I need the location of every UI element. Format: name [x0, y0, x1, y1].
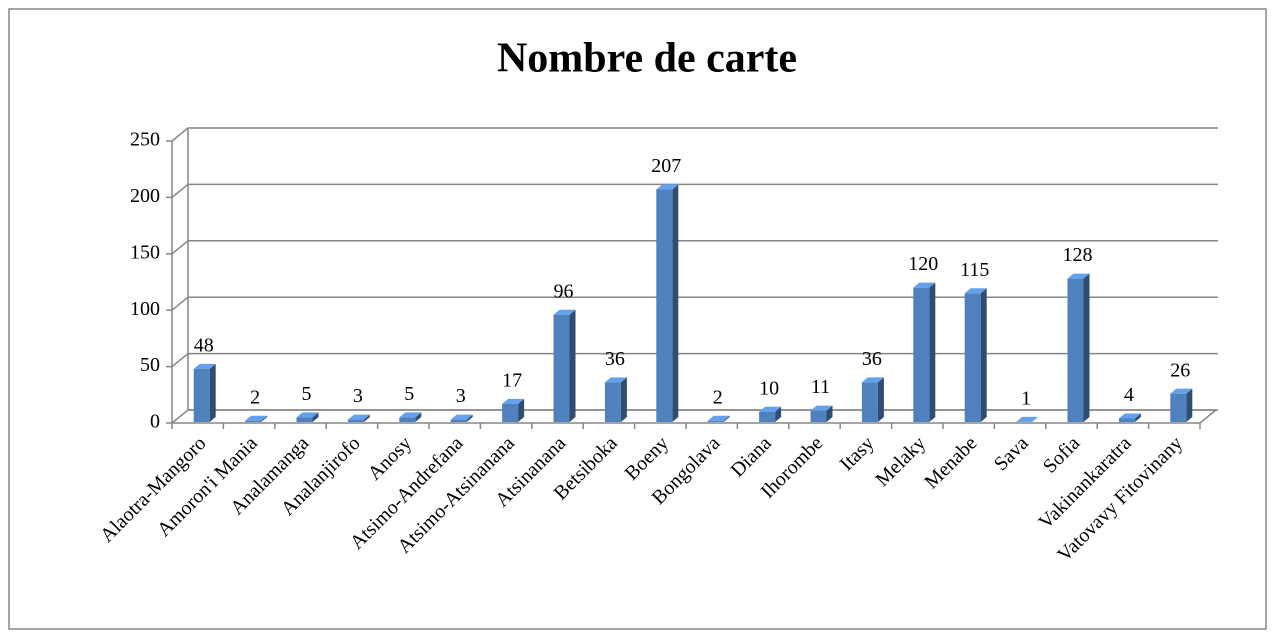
bar-top: [399, 412, 422, 418]
bar-top: [1016, 416, 1039, 422]
bar: [450, 419, 467, 422]
bar-top: [502, 398, 525, 404]
bar: [913, 287, 930, 422]
bar-top: [1170, 388, 1193, 394]
grid-line: [171, 240, 1218, 255]
bar-top: [1067, 273, 1090, 279]
bar-side: [877, 377, 884, 422]
bar-side: [415, 412, 422, 422]
bar-top: [964, 288, 987, 294]
bar-top: [604, 377, 627, 383]
bar-side: [518, 398, 525, 422]
data-label: 207: [651, 155, 681, 177]
bar: [399, 417, 416, 422]
data-label: 5: [302, 383, 312, 405]
data-label: 10: [759, 377, 779, 399]
grid-line: [171, 352, 1218, 368]
bar-side: [569, 309, 576, 422]
bar: [604, 382, 621, 422]
bar-side: [312, 412, 319, 422]
bar-top: [810, 405, 833, 411]
bar: [1170, 393, 1187, 422]
bar-side: [980, 288, 987, 422]
data-label: 17: [502, 369, 522, 391]
data-label: 2: [713, 386, 723, 408]
data-label: 26: [1170, 359, 1190, 381]
data-label: 48: [194, 334, 214, 356]
bar: [1118, 418, 1135, 422]
bar-side: [1186, 388, 1193, 422]
data-label: 1: [1021, 387, 1031, 409]
bar-side: [209, 363, 216, 422]
bar-side: [1032, 416, 1039, 422]
data-label: 11: [811, 376, 830, 398]
bar: [193, 368, 210, 422]
bar: [502, 403, 519, 422]
bar: [861, 382, 878, 422]
bar-side: [620, 377, 627, 422]
bar: [810, 410, 827, 422]
bar-side: [826, 405, 833, 422]
bar-top: [1118, 413, 1141, 419]
bar: [296, 417, 313, 422]
bar: [656, 189, 673, 422]
data-label: 3: [353, 385, 363, 407]
bar: [245, 420, 262, 422]
bar-side: [261, 415, 268, 422]
bar-top: [913, 282, 936, 288]
bar-side: [929, 282, 936, 422]
data-label: 5: [404, 383, 414, 405]
bar-top: [193, 363, 216, 369]
chart-frame: [8, 8, 1267, 630]
y-tick-label: 250: [130, 129, 160, 151]
data-label: 4: [1124, 384, 1134, 406]
bar-top: [553, 309, 576, 315]
data-label: 36: [605, 348, 625, 370]
bar-top: [347, 414, 370, 420]
bar: [964, 293, 981, 422]
bar: [759, 411, 776, 422]
grid-line: [171, 183, 1218, 198]
chart-title: Nombre de carte: [497, 36, 797, 82]
bar-side: [723, 415, 730, 422]
bar-side: [1083, 273, 1090, 422]
data-label: 36: [862, 348, 882, 370]
bar-side: [466, 414, 473, 422]
data-label: 128: [1063, 244, 1093, 266]
bar-side: [1134, 413, 1141, 422]
bar-top: [296, 412, 319, 418]
bar-top: [656, 184, 679, 190]
bar-top: [245, 415, 268, 421]
data-label: 3: [456, 385, 466, 407]
y-tick-label: 0: [150, 411, 160, 433]
bar-top: [861, 377, 884, 383]
bar: [707, 420, 724, 422]
data-label: 120: [908, 253, 938, 275]
bar-top: [707, 415, 730, 421]
y-tick-label: 50: [140, 354, 160, 376]
data-label: 96: [554, 280, 574, 302]
bar-side: [363, 414, 370, 422]
bar-side: [672, 184, 679, 422]
grid-line: [171, 296, 1218, 311]
y-tick-label: 200: [130, 185, 160, 207]
bar-top: [450, 414, 473, 420]
data-label: 2: [250, 386, 260, 408]
grid-line: [171, 127, 1218, 142]
y-tick-label: 150: [130, 241, 160, 263]
bar: [1067, 278, 1084, 422]
bar: [347, 419, 364, 422]
bar-top: [759, 406, 782, 412]
bar: [553, 314, 570, 422]
y-tick-label: 100: [130, 298, 160, 320]
bar-side: [775, 406, 782, 422]
data-label: 115: [960, 259, 989, 281]
